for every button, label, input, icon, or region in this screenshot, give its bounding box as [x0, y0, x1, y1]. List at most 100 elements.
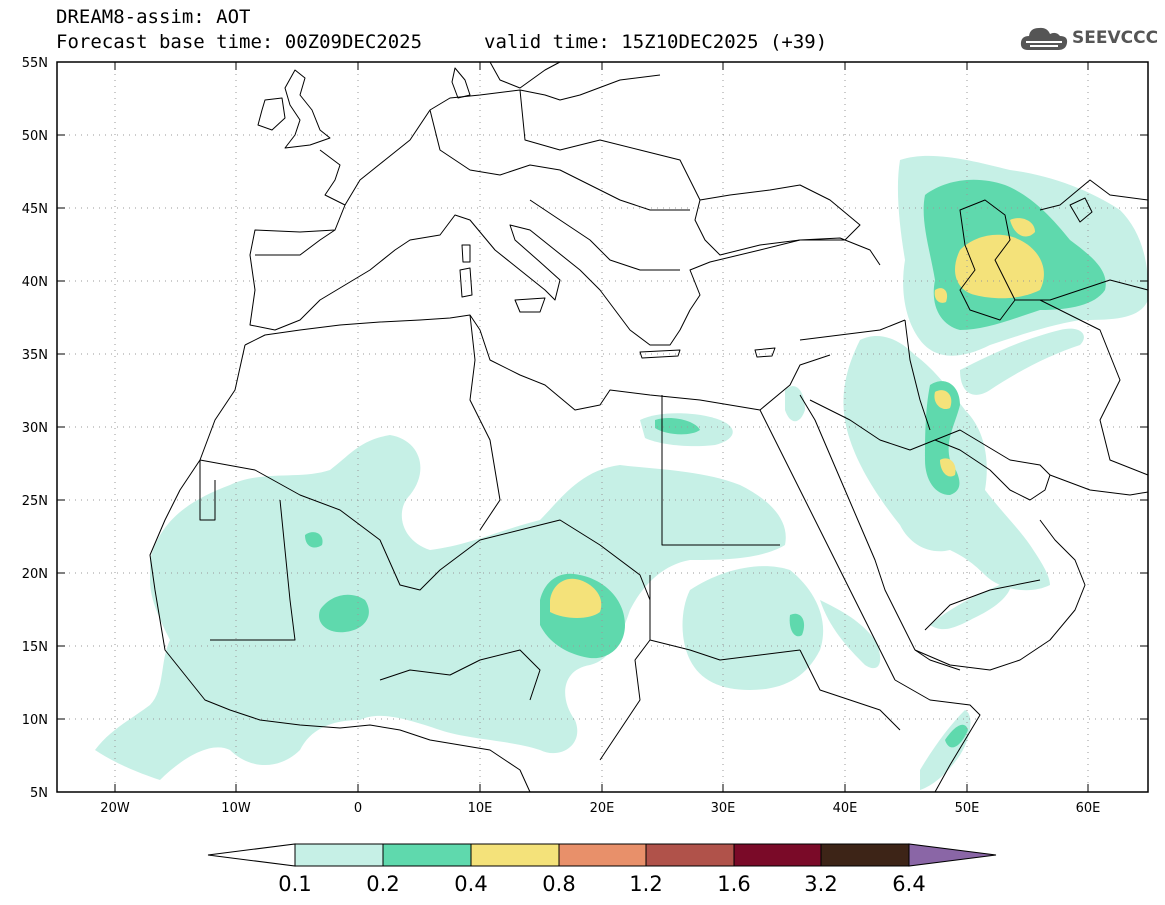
- border-saudi-yemen: [924, 579, 1041, 631]
- aot-caspian-max: [955, 234, 1044, 299]
- aot-caspian-max-2: [1010, 218, 1035, 237]
- colorbar-segment-1.6-3.2: [733, 843, 822, 867]
- cloud-icon: [1020, 27, 1068, 50]
- aot-west-africa-plume: [95, 435, 786, 780]
- lat-labels: 55N 50N 45N 40N 35N 30N 25N 20N 15N 10N …: [22, 56, 48, 801]
- lat-label: 5N: [30, 786, 48, 801]
- lat-label: 50N: [22, 129, 48, 144]
- colorbar-segment-0.1-0.2: [294, 843, 384, 867]
- aot-shading: [95, 155, 1149, 790]
- border-iran-iraq: [904, 319, 931, 431]
- border-turkey-syria: [799, 319, 906, 341]
- red-sea-west-coast: [759, 409, 896, 681]
- colorbar-low-arrow: [207, 843, 296, 867]
- border-sahel: [199, 459, 651, 601]
- crete-coast: [639, 349, 681, 359]
- persian-gulf-coast: [934, 429, 1051, 501]
- lon-label: 50E: [955, 801, 980, 816]
- europe-atlantic-coast: [249, 149, 881, 346]
- border-europe-east: [519, 89, 701, 201]
- logo-text: SEEVCCC: [1072, 28, 1159, 48]
- border-sudan-south: [649, 639, 801, 661]
- border-kazakh: [1039, 179, 1149, 211]
- border-mali: [210, 499, 296, 641]
- lon-label: 30E: [711, 801, 736, 816]
- aot-iran-streak: [960, 328, 1084, 395]
- border-algeria-libya: [469, 314, 501, 531]
- border-mauritania: [199, 460, 216, 521]
- colorbar-high-arrow: [908, 843, 997, 867]
- red-sea-east-coast: [799, 394, 916, 651]
- aot-arabia-streak: [930, 580, 1011, 630]
- colorbar-label: 1.2: [629, 872, 662, 896]
- border-ethiopia: [799, 649, 901, 731]
- lat-label: 55N: [22, 56, 48, 71]
- colorbar-label: 0.1: [278, 872, 311, 896]
- forecast-base-time: Forecast base time: 00Z09DEC2025: [56, 31, 423, 53]
- lat-label: 30N: [22, 421, 48, 436]
- border-turkmen: [1015, 279, 1149, 301]
- colorbar-labels: 0.1 0.2 0.4 0.8 1.2 1.6 3.2 6.4: [278, 872, 925, 896]
- lat-label: 15N: [22, 640, 48, 655]
- seevccc-logo: SEEVCCC: [1018, 22, 1158, 58]
- lat-label: 45N: [22, 202, 48, 217]
- scandinavia-coast: [489, 61, 561, 89]
- lon-label: 20W: [100, 801, 130, 816]
- border-niger-nigeria: [379, 649, 541, 701]
- colorbar-label: 0.2: [366, 872, 399, 896]
- coastlines-borders: [149, 61, 1149, 793]
- lon-label: 60E: [1076, 801, 1101, 816]
- aot-libya-core: [655, 418, 700, 435]
- border-chad-sudan: [599, 575, 651, 761]
- aot-iraq-max: [934, 390, 952, 410]
- lon-label: 20E: [590, 801, 615, 816]
- denmark-coast: [451, 67, 471, 99]
- aot-sudan-spot: [789, 613, 805, 637]
- colorbar-segment-0.4-0.8: [470, 843, 560, 867]
- lat-label: 35N: [22, 348, 48, 363]
- arabia-coast: [914, 519, 1086, 671]
- sicily-coast: [514, 297, 546, 313]
- colorbar-label: 0.8: [542, 872, 575, 896]
- map-title: DREAM8-assim: AOT: [56, 6, 251, 28]
- lon-ticks: [114, 62, 1089, 792]
- border-iran-east: [1039, 299, 1149, 476]
- aot-somalia-spot: [945, 724, 968, 748]
- north-europe-coast: [344, 74, 661, 206]
- iran-coast: [1049, 474, 1149, 496]
- colorbar-label: 0.4: [454, 872, 487, 896]
- lat-label: 10N: [22, 713, 48, 728]
- west-africa-coast: [149, 344, 531, 793]
- corsica-coast: [461, 244, 471, 263]
- border-iberia: [255, 229, 336, 256]
- lat-label: 20N: [22, 567, 48, 582]
- black-sea-coast: [694, 184, 861, 256]
- lat-ticks: [57, 61, 1148, 793]
- colorbar-segment-3.2-6.4: [820, 843, 910, 867]
- border-libya-egypt: [661, 395, 780, 546]
- valid-time: valid time: 15Z10DEC2025 (+39): [484, 31, 828, 53]
- aot-caucasus-max: [934, 288, 948, 303]
- lat-label: 25N: [22, 494, 48, 509]
- colorbar-label: 3.2: [804, 872, 837, 896]
- colorbar-segment-1.2-1.6: [645, 843, 735, 867]
- border-europe-central: [429, 109, 690, 211]
- cyprus-coast: [754, 347, 776, 358]
- great-britain-coast: [284, 69, 331, 149]
- horn-of-africa-coast: [894, 679, 981, 793]
- aot-kuwait-max: [940, 458, 956, 477]
- lon-label: 0: [354, 801, 362, 816]
- aot-somalia-streak: [920, 710, 971, 790]
- aot-mauritania-spot: [305, 532, 323, 548]
- lon-label: 10E: [468, 801, 493, 816]
- gulf-of-aden-coast: [914, 649, 961, 671]
- border-balkans: [529, 199, 680, 271]
- aot-levant-patch: [785, 386, 805, 422]
- aot-mali-core: [319, 594, 369, 633]
- colorbar-label: 1.6: [717, 872, 750, 896]
- lon-labels: 20W 10W 0 10E 20E 30E 40E 50E 60E: [100, 801, 1100, 816]
- aral-sea-coast: [1069, 197, 1093, 223]
- border-saudi: [809, 399, 936, 451]
- aot-east-africa-streak: [820, 600, 881, 669]
